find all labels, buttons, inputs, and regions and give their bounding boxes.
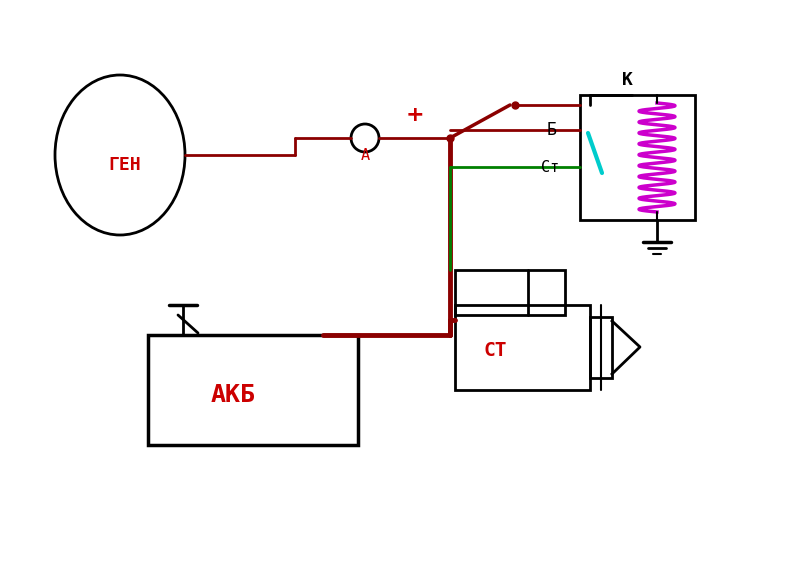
Bar [148,335,358,445]
Text: +: + [406,105,424,125]
Bar [590,317,612,378]
Text: АКБ: АКБ [210,383,255,407]
Text: К: К [621,71,633,89]
Bar [580,95,695,220]
Text: ГЕН: ГЕН [109,156,142,174]
Text: Ст: Ст [541,159,559,174]
Text: СТ: СТ [483,340,507,359]
Text: Б: Б [547,121,557,139]
Text: А: А [361,148,369,163]
Bar [455,270,565,315]
Bar [455,305,590,390]
